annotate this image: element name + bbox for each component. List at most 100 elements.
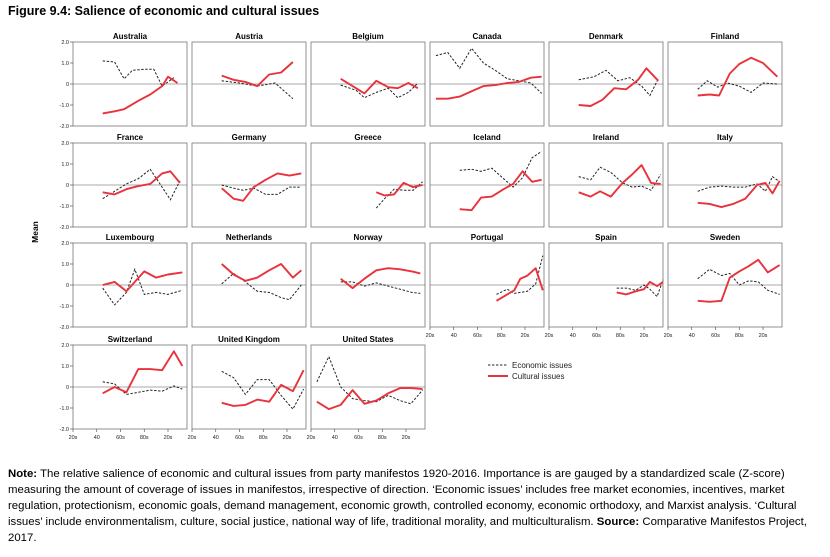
x-tick-label: 40 [213,435,219,441]
cultural-series-line [578,67,659,107]
x-tick-label: 20s [759,333,768,339]
economic-series-line [316,355,423,405]
x-tick-label: 20s [283,435,292,441]
cultural-series-line [102,170,181,196]
economic-series-line [221,184,302,195]
panel-norway: Norway [310,233,426,328]
x-axis-col-1: 20s 40 60s 80s 20s [69,429,173,441]
cultural-series-line [616,280,664,296]
panel-title: United Kingdom [218,335,280,344]
legend-economic-label: Economic issues [512,361,572,370]
economic-series-line [578,166,662,191]
panel-luxembourg: Luxembourg 2.0 1.0 0 -1.0 -2.0 [60,233,188,331]
y-tick-label: 1.0 [61,162,69,168]
economic-series-line [340,82,419,99]
y-tick-label: -1.0 [60,103,69,109]
x-tick-label: 40 [689,333,695,339]
economic-series-line [102,60,175,87]
panel-spain: Spain [548,233,664,328]
x-tick-label: 80s [616,333,625,339]
cultural-series-line [102,75,179,115]
panel-title: Greece [354,133,382,142]
y-tick-label: -1.0 [60,406,69,412]
y-tick-label: -2.0 [60,325,69,331]
economic-series-line [616,279,664,298]
panel-netherlands: Netherlands [191,233,307,328]
y-tick-label: 0 [66,385,69,391]
cultural-series-line [340,77,419,95]
cultural-series-line [697,258,781,303]
y-tick-label: 1.0 [61,262,69,268]
y-tick-label: 1.0 [61,364,69,370]
x-axis-col-3: 20s 40 60s 80s 20s [307,429,411,441]
panel-title: Portugal [471,233,503,242]
panel-title: Austria [235,32,263,41]
panel-title: Sweden [710,233,740,242]
panel-title: France [117,133,144,142]
panel-germany: Germany [191,133,307,228]
panel-title: Belgium [352,32,384,41]
panel-france: France 2.0 1.0 0 -1.0 -2.0 [60,133,188,231]
panel-united-kingdom: United Kingdom [191,335,307,430]
x-tick-label: 80s [735,333,744,339]
y-tick-label: 2.0 [61,141,69,147]
y-tick-label: 0 [66,283,69,289]
x-tick-label: 40 [451,333,457,339]
legend-cultural-label: Cultural issues [512,372,564,381]
x-tick-label: 60s [473,333,482,339]
x-axis-col-2: 20s 40 60s 80s 20s [188,429,292,441]
x-tick-label: 20s [664,333,673,339]
figure-title: Figure 9.4: Salience of economic and cul… [8,4,320,18]
panel-title: Netherlands [226,233,273,242]
x-tick-label: 80s [140,435,149,441]
y-tick-label: 2.0 [61,241,69,247]
cultural-series-line [496,267,544,302]
cultural-series-line [221,369,305,407]
panel-title: Norway [354,233,383,242]
panel-iceland: Iceland [429,133,545,228]
panel-portugal: Portugal [429,233,545,328]
y-tick-label: 0 [66,82,69,88]
economic-series-line [697,268,780,295]
cultural-series-line [221,263,302,282]
economic-series-line [102,381,183,395]
panel-title: Italy [717,133,734,142]
y-tick-label: -2.0 [60,225,69,231]
panel-title: Australia [113,32,148,41]
x-tick-label: 20s [640,333,649,339]
x-tick-label: 20s [307,435,316,441]
cultural-series-line [697,180,781,209]
figure-note: Note: The relative salience of economic … [8,466,820,546]
panel-canada: Canada [429,32,545,127]
panel-australia: Australia 2.0 1.0 0 -1.0 -2.0 [60,32,188,130]
x-tick-label: 80s [259,435,268,441]
y-tick-label: -2.0 [60,427,69,433]
x-tick-label: 20s [164,435,173,441]
cultural-series-line [221,172,302,202]
x-axis-col-4: 20s 40 60s 80s 20s [426,327,530,339]
cultural-series-line [316,387,423,411]
economic-series-line [435,47,542,94]
panel-title: Finland [711,32,740,41]
x-tick-label: 60s [592,333,601,339]
panel-finland: Finland [667,32,783,127]
x-axis-col-5: 20s 40 60s 80s 20s [545,327,649,339]
x-tick-label: 40 [570,333,576,339]
panel-title: Spain [595,233,617,242]
small-multiples-chart: Australia 2.0 1.0 0 -1.0 -2.0 Austria Belgium Ca… [30,32,783,441]
x-tick-label: 60s [235,435,244,441]
note-body: The relative salience of economic and cu… [8,468,797,528]
x-axis-col-6: 20s 40 60s 80s 20s [664,327,768,339]
panel-greece: Greece [310,133,426,228]
cultural-series-line [435,75,542,100]
economic-series-line [578,69,659,97]
panel-title: Iceland [473,133,501,142]
economic-series-line [340,281,421,294]
panel-italy: Italy [667,133,783,228]
y-tick-label: -2.0 [60,124,69,130]
economic-series-line [102,168,181,201]
economic-series-line [697,80,778,93]
y-tick-label: -1.0 [60,304,69,310]
x-tick-label: 20s [69,435,78,441]
x-tick-label: 40 [332,435,338,441]
